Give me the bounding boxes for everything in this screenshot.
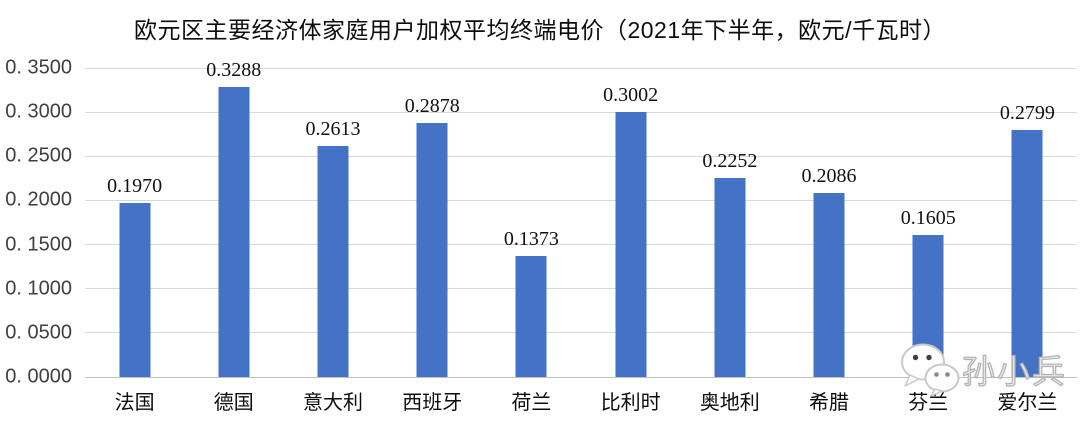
bar — [813, 192, 845, 377]
bar — [119, 203, 151, 377]
x-category-label: 希腊 — [809, 392, 850, 414]
gridline — [85, 244, 1077, 246]
chart-title: 欧元区主要经济体家庭用户加权平均终端电价（2021年下半年，欧元/千瓦时） — [133, 17, 947, 43]
y-tick-label: 0. 0500 — [5, 321, 72, 344]
bar-slot: 0.2799 — [978, 68, 1077, 377]
bar-value-label: 0.1605 — [900, 207, 956, 230]
bar-slot: 0.3288 — [184, 59, 283, 377]
bar-value-label: 0.3288 — [206, 58, 262, 81]
bar — [1011, 129, 1043, 377]
y-tick-label: 0. 1000 — [5, 277, 72, 300]
bar-slot: 0.2878 — [383, 68, 482, 377]
y-tick-label: 0. 2500 — [5, 144, 72, 167]
bar-value-label: 0.3002 — [603, 83, 659, 106]
x-axis-line — [85, 376, 1077, 378]
gridline — [85, 111, 1077, 113]
y-axis: 0. 0000 0. 0500 0. 1000 0. 1500 0. 2000 0. 25… — [0, 57, 72, 388]
bar — [317, 146, 349, 377]
x-category-label: 意大利 — [303, 392, 363, 414]
x-category-label: 德国 — [213, 392, 254, 414]
watermark-text: 孙小兵 — [961, 352, 1067, 390]
bar — [615, 111, 647, 377]
plot-area: 0.1970 0.3288 0.2613 0.2878 0.1373 0.3002 0.22… — [85, 59, 1077, 378]
x-category-label: 芬兰 — [908, 392, 949, 414]
bar-slot: 0.2613 — [283, 68, 382, 377]
gridline — [85, 288, 1077, 290]
bar-slot: 0.1373 — [482, 68, 581, 377]
bar-value-label: 0.1970 — [107, 175, 163, 198]
bar-slot: 0.1970 — [85, 68, 184, 377]
bar-slot: 0.2086 — [779, 68, 878, 377]
x-category-label: 法国 — [114, 392, 155, 414]
bar — [416, 122, 448, 377]
x-axis: 法国 德国 意大利 西班牙 荷兰 比利时 奥地利 希腊 芬兰 爱尔兰 — [85, 386, 1077, 415]
x-category-label: 比利时 — [600, 392, 661, 414]
gridline — [85, 155, 1077, 157]
y-tick-label: 0. 3000 — [5, 100, 72, 123]
bar-slot: 0.2252 — [680, 68, 779, 377]
bar-value-label: 0.2613 — [305, 118, 361, 141]
gridline — [85, 199, 1077, 201]
bar-slot: 0.3002 — [581, 68, 680, 377]
bar-slot: 0.1605 — [879, 68, 978, 377]
y-tick-label: 0. 1500 — [5, 233, 72, 256]
y-tick-label: 0. 3500 — [5, 56, 72, 79]
bar-value-label: 0.2878 — [404, 94, 460, 117]
bar — [714, 178, 746, 377]
bar-series: 0.1970 0.3288 0.2613 0.2878 0.1373 0.3002 0.22… — [85, 59, 1077, 377]
bar — [218, 86, 250, 377]
bar-value-label: 0.2086 — [801, 164, 857, 187]
y-tick-label: 0. 0000 — [5, 365, 72, 388]
bar — [515, 255, 547, 377]
x-category-label: 荷兰 — [511, 392, 552, 414]
bar-value-label: 0.1373 — [503, 227, 559, 250]
y-tick-label: 0. 2000 — [5, 188, 72, 211]
x-category-label: 奥地利 — [699, 392, 760, 414]
x-category-label: 爱尔兰 — [997, 392, 1058, 414]
bar-value-label: 0.2252 — [702, 150, 758, 173]
watermark: 孙小兵 — [898, 341, 1067, 397]
gridline — [85, 332, 1077, 334]
gridline — [85, 67, 1077, 69]
bar-value-label: 0.2799 — [999, 101, 1055, 124]
wechat-icon — [901, 343, 960, 397]
x-category-label: 西班牙 — [402, 392, 463, 414]
